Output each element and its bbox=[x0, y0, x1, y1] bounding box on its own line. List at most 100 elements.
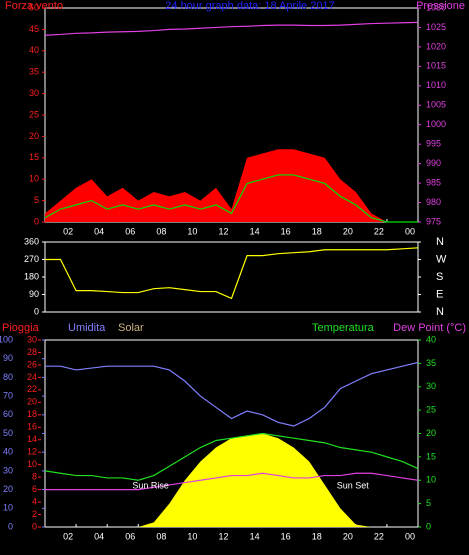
y-tick-label: 980 bbox=[426, 197, 441, 207]
y-tick-label: 180 bbox=[24, 271, 39, 281]
y-tick-label: 80 bbox=[3, 372, 13, 382]
y-tick-label: 985 bbox=[426, 177, 441, 187]
line bbox=[45, 472, 419, 491]
y-tick-label: 28 bbox=[27, 347, 37, 357]
axis-label: Pioggia bbox=[2, 322, 40, 334]
x-tick-label: 04 bbox=[94, 226, 104, 236]
y-tick-label: 5 bbox=[426, 498, 431, 508]
y-tick-label: 15 bbox=[426, 451, 436, 461]
y-tick-label: 24 bbox=[27, 372, 37, 382]
y-tick-label: 1020 bbox=[426, 41, 446, 51]
y-tick-label: 15 bbox=[29, 152, 39, 162]
y-tick-label: 10 bbox=[27, 459, 37, 469]
y-tick-label: 990 bbox=[426, 158, 441, 168]
y-tick-label: 18 bbox=[27, 409, 37, 419]
y-tick-label: 8 bbox=[32, 472, 37, 482]
annotation: Sun Set bbox=[337, 481, 370, 491]
line bbox=[45, 361, 419, 427]
y-tick-label: 90 bbox=[29, 289, 39, 299]
y-tick-label: N bbox=[436, 306, 444, 318]
y-tick-label: 20 bbox=[426, 428, 436, 438]
y-tick-label: 5 bbox=[34, 195, 39, 205]
y-tick-label: 16 bbox=[27, 422, 37, 432]
x-tick-label: 10 bbox=[187, 531, 197, 541]
line bbox=[45, 247, 419, 300]
chart-title: 24 hour graph data: 18 Aprile 2017 bbox=[165, 0, 334, 12]
x-tick-label: 02 bbox=[63, 531, 73, 541]
x-tick-label: 14 bbox=[250, 226, 260, 236]
y-tick-label: 20 bbox=[29, 131, 39, 141]
y-tick-label: 1030 bbox=[426, 2, 446, 12]
y-tick-label: 25 bbox=[29, 109, 39, 119]
y-tick-label: 25 bbox=[426, 405, 436, 415]
y-tick-label: 0 bbox=[34, 216, 39, 226]
x-tick-label: 04 bbox=[94, 531, 104, 541]
y-tick-label: 100 bbox=[0, 334, 13, 344]
y-tick-label: 995 bbox=[426, 139, 441, 149]
axis-label: Forza vento bbox=[5, 0, 63, 12]
x-tick-label: 02 bbox=[63, 226, 73, 236]
y-tick-label: E bbox=[436, 288, 443, 300]
axis-label: Solar bbox=[118, 322, 144, 334]
y-tick-label: 40 bbox=[426, 334, 436, 344]
axis-label: Umidita bbox=[68, 322, 106, 334]
y-tick-label: 1025 bbox=[426, 22, 446, 32]
y-tick-label: 50 bbox=[29, 2, 39, 12]
area bbox=[45, 149, 418, 222]
axis-label: Dew Point (°C) bbox=[393, 322, 466, 334]
y-tick-label: 4 bbox=[32, 496, 37, 506]
y-tick-label: S bbox=[436, 271, 443, 283]
x-tick-label: 16 bbox=[281, 531, 291, 541]
y-tick-label: 30 bbox=[29, 88, 39, 98]
y-tick-label: 35 bbox=[29, 67, 39, 77]
axis-label: Pressione bbox=[416, 0, 465, 12]
y-tick-label: 0 bbox=[32, 521, 37, 531]
y-tick-label: 10 bbox=[3, 503, 13, 513]
y-tick-label: 30 bbox=[27, 334, 37, 344]
y-tick-label: W bbox=[436, 253, 447, 265]
y-tick-label: 6 bbox=[32, 484, 37, 494]
x-tick-label: 12 bbox=[218, 531, 228, 541]
x-tick-label: 22 bbox=[374, 226, 384, 236]
y-tick-label: 20 bbox=[27, 397, 37, 407]
y-tick-label: 1005 bbox=[426, 100, 446, 110]
y-tick-label: 0 bbox=[8, 521, 13, 531]
y-tick-label: 50 bbox=[3, 428, 13, 438]
x-tick-label: 14 bbox=[250, 531, 260, 541]
y-tick-label: 20 bbox=[3, 484, 13, 494]
line bbox=[44, 21, 419, 36]
x-tick-label: 20 bbox=[343, 226, 353, 236]
y-tick-label: 1015 bbox=[426, 61, 446, 71]
y-tick-label: 35 bbox=[426, 358, 436, 368]
y-tick-label: 14 bbox=[27, 434, 37, 444]
x-tick-label: 10 bbox=[187, 226, 197, 236]
x-tick-label: 06 bbox=[125, 531, 135, 541]
x-tick-label: 20 bbox=[343, 531, 353, 541]
x-tick-label: 00 bbox=[405, 226, 415, 236]
y-tick-label: 12 bbox=[27, 447, 37, 457]
y-tick-label: 10 bbox=[426, 475, 436, 485]
x-tick-label: 08 bbox=[156, 226, 166, 236]
y-tick-label: 26 bbox=[27, 359, 37, 369]
x-tick-label: 00 bbox=[405, 531, 415, 541]
y-tick-label: 60 bbox=[3, 409, 13, 419]
y-tick-label: 10 bbox=[29, 174, 39, 184]
y-tick-label: 360 bbox=[24, 236, 39, 246]
y-tick-label: 0 bbox=[34, 306, 39, 316]
x-tick-label: 12 bbox=[218, 226, 228, 236]
y-tick-label: 45 bbox=[29, 24, 39, 34]
y-tick-label: 22 bbox=[27, 384, 37, 394]
plot-frame bbox=[44, 241, 419, 313]
area bbox=[45, 433, 418, 527]
y-tick-label: 0 bbox=[426, 521, 431, 531]
y-tick-label: 30 bbox=[3, 465, 13, 475]
y-tick-label: 270 bbox=[24, 254, 39, 264]
x-tick-label: 18 bbox=[312, 531, 322, 541]
annotation: Sun Rise bbox=[132, 481, 169, 491]
y-tick-label: 975 bbox=[426, 216, 441, 226]
y-tick-label: 90 bbox=[3, 353, 13, 363]
x-tick-label: 16 bbox=[281, 226, 291, 236]
y-tick-label: 30 bbox=[426, 381, 436, 391]
x-tick-label: 08 bbox=[156, 531, 166, 541]
